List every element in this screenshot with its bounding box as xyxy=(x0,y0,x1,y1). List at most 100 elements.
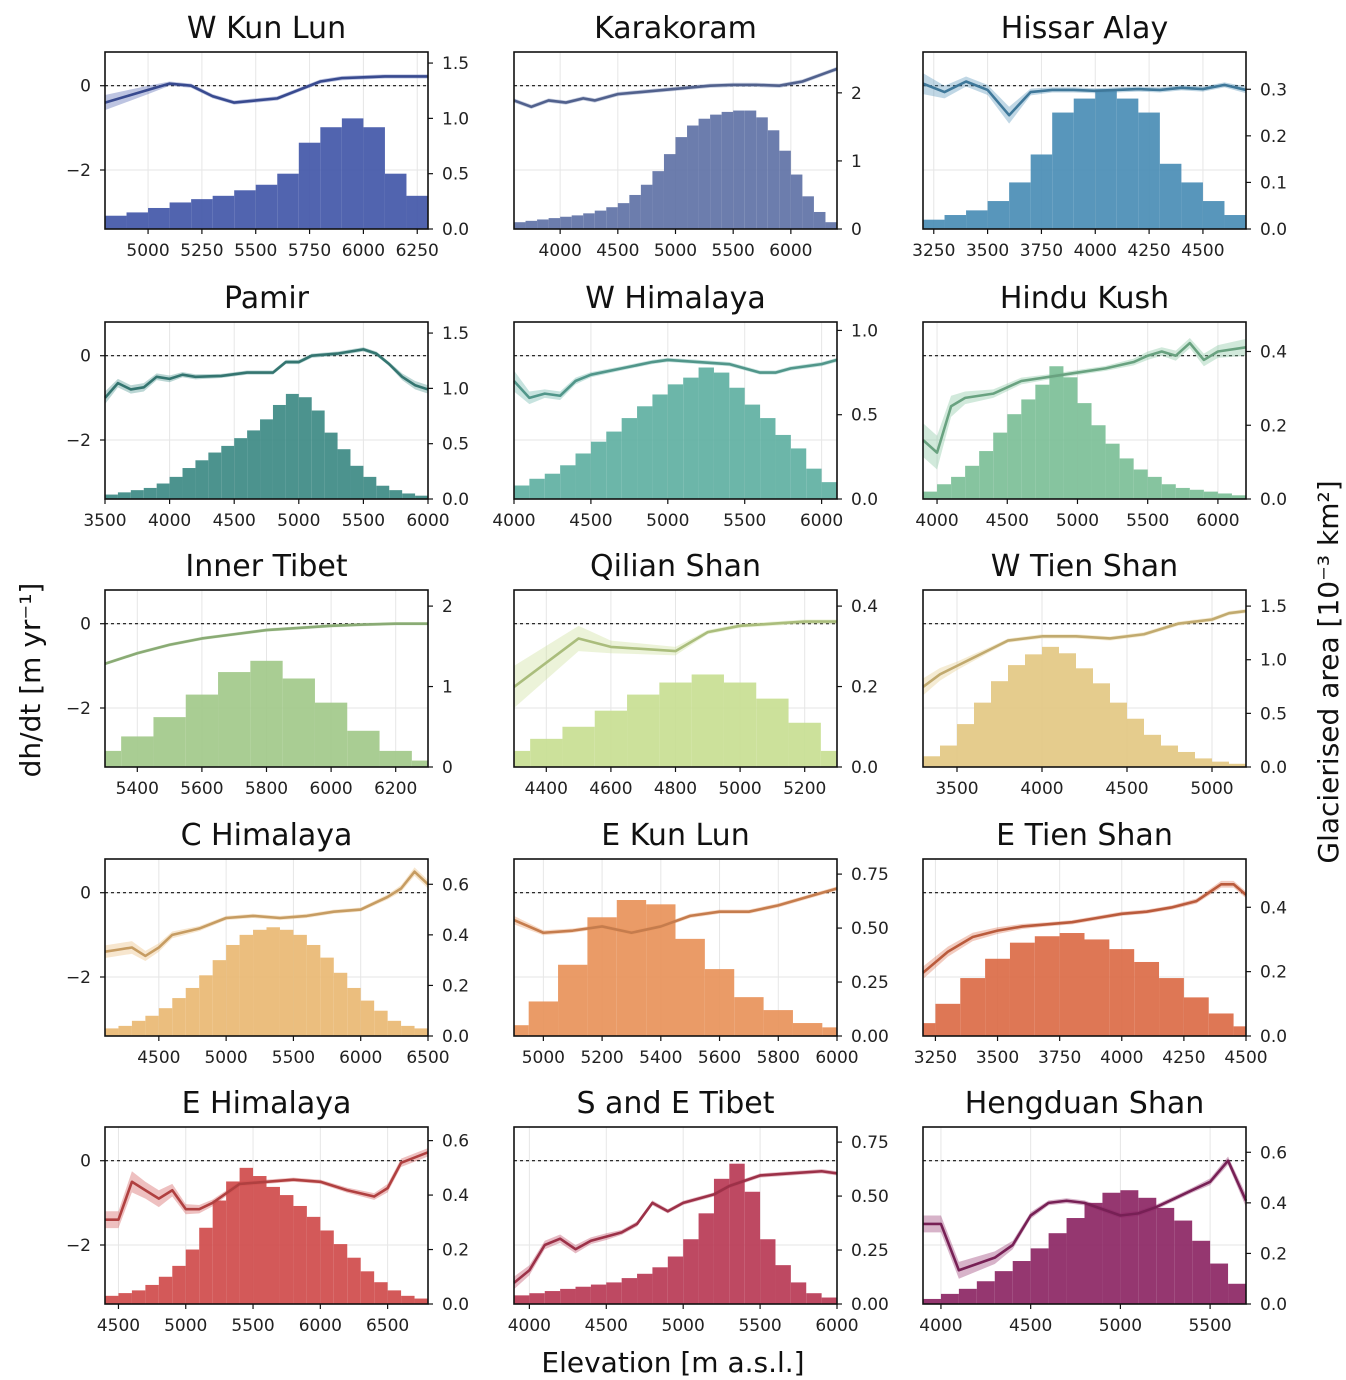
bar xyxy=(529,478,545,499)
panel: W Kun Lun 5000 5250 5500 5750 6000 6250 0 −2 1.5 1… xyxy=(66,11,469,261)
bar xyxy=(272,404,286,499)
bar xyxy=(347,1257,361,1304)
bar xyxy=(172,998,186,1036)
bar xyxy=(683,1239,699,1304)
bar xyxy=(1034,936,1060,1036)
bar xyxy=(333,972,348,1036)
bar xyxy=(821,482,837,499)
x-tick-label: 5000 xyxy=(1056,511,1099,531)
dhdt-line xyxy=(513,620,837,688)
bar xyxy=(935,1003,961,1036)
bar xyxy=(571,215,584,229)
bar xyxy=(185,694,219,767)
right-tick-label: 0.4 xyxy=(1260,1194,1287,1214)
bar xyxy=(1116,98,1139,229)
panel: Qilian Shan 4400 4600 4800 5000 5200 0.4 0.2 0.0 xyxy=(513,549,878,799)
bar xyxy=(514,1025,529,1036)
bar xyxy=(652,1267,668,1304)
plot-frame xyxy=(104,51,429,230)
bar xyxy=(1181,182,1203,229)
bar xyxy=(944,215,967,229)
bar xyxy=(279,1195,294,1304)
right-tick-label: 0.25 xyxy=(851,973,889,993)
x-tick-label: 3500 xyxy=(976,1048,1019,1068)
x-tick-label: 5800 xyxy=(245,779,288,799)
bar xyxy=(760,1239,776,1304)
x-tick-label: 5000 xyxy=(164,1316,207,1336)
bar xyxy=(360,1000,375,1036)
bar xyxy=(384,173,407,229)
x-tick-label: 6000 xyxy=(1196,511,1239,531)
bar xyxy=(1183,997,1209,1036)
panel: Inner Tibet 5400 5600 5800 6000 6200 0 −2 2 1 0 xyxy=(66,549,453,799)
bar xyxy=(1021,399,1036,499)
x-tick-label: 6200 xyxy=(374,779,417,799)
bar xyxy=(734,997,764,1036)
right-tick-label: 0.00 xyxy=(851,1027,889,1047)
bar xyxy=(234,438,248,499)
x-tick-label: 5500 xyxy=(342,511,385,531)
bar xyxy=(347,987,361,1036)
bar xyxy=(1119,458,1134,499)
bar xyxy=(744,110,757,229)
bar xyxy=(1224,215,1246,229)
panel-title: Qilian Shan xyxy=(590,549,761,584)
x-tick-label: 5600 xyxy=(180,779,223,799)
bar xyxy=(1052,112,1074,229)
bar xyxy=(1159,163,1182,229)
panel-title: C Himalaya xyxy=(181,818,353,853)
bar xyxy=(1229,763,1246,767)
panel-title: E Tien Shan xyxy=(996,818,1173,853)
x-tick-label: 5800 xyxy=(757,1048,800,1068)
bar xyxy=(306,944,321,1036)
x-tick-label: 4000 xyxy=(915,511,958,531)
bar xyxy=(363,476,377,499)
bar xyxy=(1008,665,1025,767)
bar xyxy=(169,202,192,229)
uncertainty-band xyxy=(923,73,1246,124)
x-tick-label: 5000 xyxy=(646,511,689,531)
bar xyxy=(199,975,213,1036)
bar xyxy=(1066,1218,1085,1304)
bar xyxy=(994,1271,1013,1304)
x-tick-label: 5500 xyxy=(1188,1316,1231,1336)
bar xyxy=(195,460,209,499)
bar xyxy=(729,1163,745,1304)
bar xyxy=(1127,718,1144,767)
bar xyxy=(940,745,957,767)
bar xyxy=(775,434,791,499)
bar xyxy=(756,117,768,229)
bar xyxy=(659,682,692,767)
plot-frame xyxy=(922,1126,1247,1305)
x-tick-label: 5000 xyxy=(126,241,169,261)
bar xyxy=(822,1027,837,1036)
uncertainty-band xyxy=(923,1156,1246,1279)
bar xyxy=(148,207,170,229)
x-tick-label: 6000 xyxy=(299,1316,342,1336)
bar xyxy=(118,1025,132,1036)
right-tick-label: 0.5 xyxy=(1260,704,1287,724)
left-tick-label: 0 xyxy=(80,615,91,635)
bar xyxy=(406,195,428,229)
x-tick-label: 4800 xyxy=(654,779,697,799)
x-tick-label: 5500 xyxy=(723,511,766,531)
bar xyxy=(951,476,966,499)
x-tick-label: 6000 xyxy=(406,511,449,531)
bar xyxy=(1009,942,1035,1036)
bar xyxy=(320,957,334,1036)
right-tick-label: 0.0 xyxy=(442,1295,469,1315)
x-tick-label: 5000 xyxy=(204,1048,247,1068)
dhdt-line xyxy=(104,348,429,399)
bar xyxy=(1049,366,1064,499)
bar xyxy=(1109,949,1135,1036)
x-tick-label: 6000 xyxy=(769,241,812,261)
bar xyxy=(675,137,688,229)
bar xyxy=(158,1008,173,1036)
right-tick-label: 0.4 xyxy=(1260,898,1287,918)
bar xyxy=(1138,1197,1157,1304)
uncertainty-band xyxy=(923,338,1246,470)
bar xyxy=(1159,978,1184,1036)
x-tick-label: 4500 xyxy=(1105,779,1148,799)
right-tick-label: 0.0 xyxy=(1260,758,1287,778)
bar xyxy=(260,419,273,499)
